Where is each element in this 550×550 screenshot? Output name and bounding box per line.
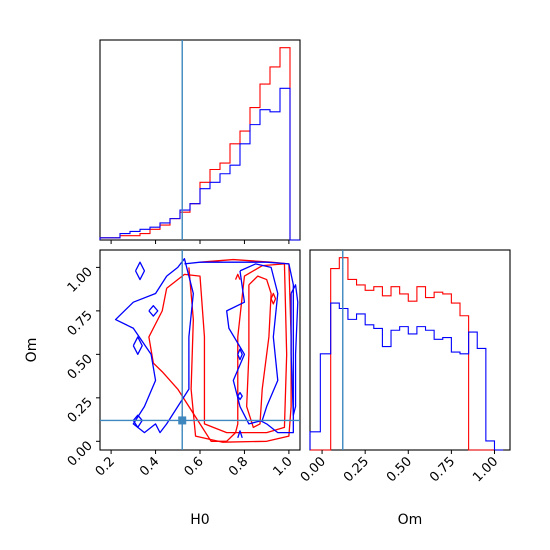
om-histogram-frame [309, 249, 511, 451]
red-contour-4 [234, 273, 241, 280]
blue-contour-10 [237, 430, 243, 439]
joint-y-tick-label-5: 1.00 [65, 265, 96, 296]
joint-x-tick-label-5: 1.0 [270, 454, 295, 479]
blue-contour-6 [148, 305, 159, 317]
joint-x-tick-label-3: 0.6 [182, 454, 207, 479]
blue-contour-4 [132, 336, 143, 355]
blue-contour-7 [226, 263, 279, 425]
h0-histogram-series-2-step-line [99, 87, 300, 241]
om-histogram-x-axis-label: Om [398, 512, 423, 528]
om-histogram-x-tick-label-2: 0.25 [341, 454, 372, 485]
om-histogram-x-tick-label-5: 1.00 [470, 454, 501, 485]
joint-x-tick-label-2: 0.4 [137, 454, 162, 479]
blue-contour-1 [184, 261, 294, 434]
joint-y-tick-label-4: 0.75 [65, 308, 96, 339]
om-histogram-x-tick-label-1: 0.00 [298, 454, 329, 485]
joint-x-tick-label-4: 0.8 [226, 454, 251, 479]
joint-y-tick-label-2: 0.25 [65, 395, 96, 426]
joint-y-tick-label-1: 0.00 [65, 439, 96, 470]
red-contour-3 [246, 275, 272, 429]
om-histogram-layer [309, 250, 504, 451]
h0-histogram-layer [99, 40, 300, 241]
blue-contour-2 [114, 258, 194, 434]
joint-x-axis-label: H0 [190, 512, 209, 528]
om-histogram-series-2-step-line [309, 302, 504, 451]
blue-contour-11 [290, 284, 299, 416]
joint-y-tick-label-3: 0.50 [65, 352, 96, 383]
red-contour-2 [148, 263, 288, 442]
joint-x-tick-label-1: 0.2 [93, 454, 118, 479]
joint-y-axis-label: Om [24, 338, 40, 363]
red-contour-5 [270, 292, 277, 305]
blue-contour-8 [237, 391, 243, 401]
blue-contour-3 [134, 261, 146, 281]
om-histogram-series-1-step-line [310, 257, 504, 451]
joint-truth-marker [178, 416, 187, 425]
h0-histogram-series-1-step-line [99, 47, 300, 241]
om-histogram-x-tick-label-3: 0.50 [384, 454, 415, 485]
blue-contour-9 [237, 348, 243, 361]
om-histogram-x-tick-label-4: 0.75 [427, 454, 458, 485]
joint-contour-layer [100, 250, 300, 450]
